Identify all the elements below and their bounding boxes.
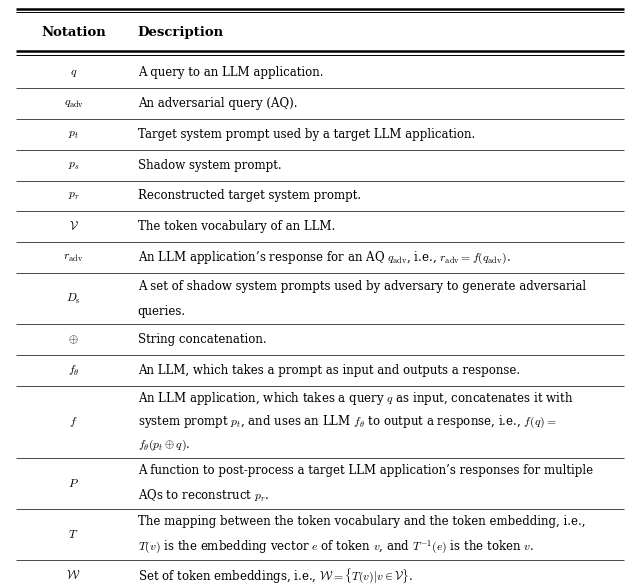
Text: $p_s$: $p_s$: [68, 159, 79, 172]
Text: An LLM application’s response for an AQ $q_\mathrm{adv}$, i.e., $r_\mathrm{adv} : An LLM application’s response for an AQ …: [138, 250, 510, 266]
Text: AQs to reconstruct $p_r$.: AQs to reconstruct $p_r$.: [138, 488, 269, 504]
Text: $f_{\theta}(p_t \oplus q)$.: $f_{\theta}(p_t \oplus q)$.: [138, 438, 190, 454]
Text: $P$: $P$: [68, 476, 79, 490]
Text: An LLM, which takes a prompt as input and outputs a response.: An LLM, which takes a prompt as input an…: [138, 364, 520, 377]
Text: The token vocabulary of an LLM.: The token vocabulary of an LLM.: [138, 220, 335, 233]
Text: $\mathcal{V}$: $\mathcal{V}$: [68, 220, 79, 233]
Text: $f_{\theta}$: $f_{\theta}$: [68, 364, 79, 378]
Text: $D_\mathrm{s}$: $D_\mathrm{s}$: [67, 292, 81, 306]
Text: $q_\mathrm{adv}$: $q_\mathrm{adv}$: [63, 97, 84, 110]
Text: A set of shadow system prompts used by adversary to generate adversarial: A set of shadow system prompts used by a…: [138, 280, 586, 292]
Text: An adversarial query (AQ).: An adversarial query (AQ).: [138, 97, 297, 110]
Text: Shadow system prompt.: Shadow system prompt.: [138, 159, 281, 172]
Text: String concatenation.: String concatenation.: [138, 333, 266, 346]
Text: Notation: Notation: [41, 26, 106, 39]
Text: The mapping between the token vocabulary and the token embedding, i.e.,: The mapping between the token vocabulary…: [138, 515, 585, 528]
Text: system prompt $p_t$, and uses an LLM $f_{\theta}$ to output a response, i.e., $f: system prompt $p_t$, and uses an LLM $f_…: [138, 414, 556, 430]
Text: Reconstructed target system prompt.: Reconstructed target system prompt.: [138, 189, 361, 203]
Text: A query to an LLM application.: A query to an LLM application.: [138, 66, 323, 79]
Text: $\mathcal{W}$: $\mathcal{W}$: [67, 569, 81, 582]
Text: $q$: $q$: [70, 66, 77, 79]
Text: $T$: $T$: [68, 528, 79, 541]
Text: An LLM application, which takes a query $q$ as input, concatenates it with: An LLM application, which takes a query …: [138, 390, 573, 407]
Text: $r_\mathrm{adv}$: $r_\mathrm{adv}$: [63, 251, 84, 264]
Text: Target system prompt used by a target LLM application.: Target system prompt used by a target LL…: [138, 128, 475, 141]
Text: Set of token embeddings, i.e., $\mathcal{W} = \{T(v) | v \in \mathcal{V}\}$.: Set of token embeddings, i.e., $\mathcal…: [138, 566, 412, 585]
Text: A function to post-process a target LLM application’s responses for multiple: A function to post-process a target LLM …: [138, 464, 593, 477]
Text: $p_r$: $p_r$: [68, 189, 79, 203]
Text: $f$: $f$: [69, 415, 78, 429]
Text: $\oplus$: $\oplus$: [68, 333, 79, 346]
Text: $T(v)$ is the embedding vector $e$ of token $v$, and $T^{-1}(e)$ is the token $v: $T(v)$ is the embedding vector $e$ of to…: [138, 539, 534, 556]
Text: Description: Description: [138, 26, 224, 39]
Text: $p_t$: $p_t$: [68, 128, 79, 141]
Text: queries.: queries.: [138, 305, 186, 318]
